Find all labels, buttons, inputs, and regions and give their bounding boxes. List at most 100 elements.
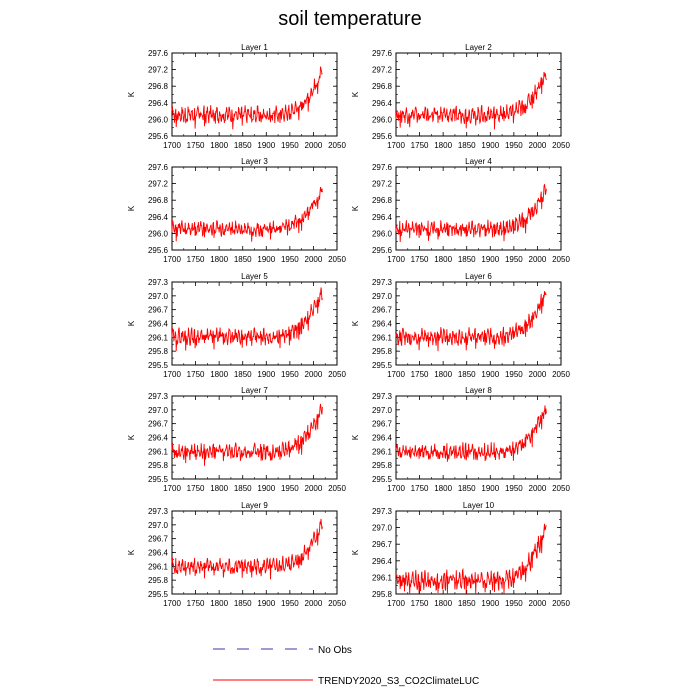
y-tick-label: 296.4 xyxy=(148,320,169,329)
x-tick-label: 2050 xyxy=(328,599,346,608)
x-tick-label: 1850 xyxy=(458,484,476,493)
panel-2: Layer 2 297.6 297.2 296.8 296.4 296.0 295.6170… xyxy=(351,43,570,150)
y-tick-label: 296.4 xyxy=(372,434,393,443)
y-tick-label: 296.8 xyxy=(148,196,169,205)
y-tick-label: 296.4 xyxy=(148,434,169,443)
x-tick-label: 1800 xyxy=(210,599,228,608)
y-tick-label: 296.7 xyxy=(148,306,169,315)
x-tick-label: 2000 xyxy=(305,599,323,608)
y-tick-label: 296.8 xyxy=(372,196,393,205)
panel-10: Layer 10297.3297.0296.7296.4296.1295.817… xyxy=(351,501,570,608)
y-tick-label: 297.2 xyxy=(148,66,169,75)
x-tick-label: 1900 xyxy=(481,599,499,608)
x-tick-label: 1850 xyxy=(234,255,252,264)
y-tick-label: 296.4 xyxy=(148,549,169,558)
x-tick-label: 2050 xyxy=(552,370,570,379)
panel-title: Layer 3 xyxy=(241,157,268,166)
y-tick-label: 297.3 xyxy=(372,392,393,401)
panel-6: Layer 6 297.3 297.0 296.7 296.4 296.1 295.8 295… xyxy=(351,272,570,379)
y-tick-label: 296.4 xyxy=(372,99,393,108)
x-tick-label: 1950 xyxy=(281,370,299,379)
y-tick-label: 296.4 xyxy=(372,320,393,329)
model-series-line xyxy=(395,405,547,462)
x-tick-label: 1800 xyxy=(434,370,452,379)
x-tick-label: 1950 xyxy=(281,484,299,493)
y-tick-label: 295.6 xyxy=(148,132,169,141)
y-tick-label: 296.1 xyxy=(372,333,393,342)
x-tick-label: 2050 xyxy=(328,255,346,264)
x-tick-label: 1750 xyxy=(411,141,429,150)
y-tick-label: 297.0 xyxy=(372,524,393,533)
y-tick-label: 295.5 xyxy=(372,475,393,484)
plot-frame xyxy=(395,395,562,480)
x-tick-label: 2000 xyxy=(529,141,547,150)
x-tick-label: 2000 xyxy=(305,141,323,150)
panel-title: Layer 7 xyxy=(241,386,268,395)
y-axis-label: K xyxy=(127,549,136,555)
y-tick-label: 297.2 xyxy=(148,180,169,189)
y-tick-label: 297.0 xyxy=(148,292,169,301)
x-tick-label: 1850 xyxy=(458,370,476,379)
x-tick-label: 1900 xyxy=(481,255,499,264)
y-tick-label: 295.8 xyxy=(148,576,169,585)
x-tick-label: 2000 xyxy=(305,370,323,379)
x-tick-label: 1850 xyxy=(234,370,252,379)
x-tick-label: 1900 xyxy=(257,141,275,150)
plot-frame xyxy=(171,281,338,366)
y-tick-label: 297.3 xyxy=(148,278,169,287)
x-tick-label: 2000 xyxy=(529,255,547,264)
x-tick-label: 2050 xyxy=(552,255,570,264)
x-tick-label: 1750 xyxy=(187,370,205,379)
y-tick-label: 295.5 xyxy=(148,590,169,599)
x-tick-label: 1800 xyxy=(434,141,452,150)
y-tick-label: 297.6 xyxy=(372,163,393,172)
x-tick-label: 1900 xyxy=(257,599,275,608)
model-series-line xyxy=(395,184,547,243)
x-tick-label: 1700 xyxy=(163,599,181,608)
y-tick-label: 297.3 xyxy=(148,507,169,516)
x-tick-label: 1800 xyxy=(434,599,452,608)
y-axis-label: K xyxy=(127,320,136,326)
x-tick-label: 1850 xyxy=(234,141,252,150)
x-tick-label: 1750 xyxy=(411,599,429,608)
x-tick-label: 1850 xyxy=(458,255,476,264)
y-tick-label: 297.0 xyxy=(372,292,393,301)
y-tick-label: 295.5 xyxy=(372,361,393,370)
x-tick-label: 2000 xyxy=(305,255,323,264)
panel-7: Layer 7 297.3 297.0 296.7 296.4 296.1 295.8 295… xyxy=(127,386,346,493)
panel-title: Layer 6 xyxy=(465,272,492,281)
x-tick-label: 1950 xyxy=(505,484,523,493)
x-tick-label: 1800 xyxy=(210,484,228,493)
y-tick-label: 295.8 xyxy=(148,347,169,356)
panel-title: Layer 2 xyxy=(465,43,492,52)
panel-title: Layer 1 xyxy=(241,43,268,52)
y-tick-label: 297.6 xyxy=(148,49,169,58)
plot-frame xyxy=(171,395,338,480)
x-tick-label: 2050 xyxy=(552,484,570,493)
x-tick-label: 1900 xyxy=(257,255,275,264)
panel-title: Layer 5 xyxy=(241,272,268,281)
x-tick-label: 1950 xyxy=(505,599,523,608)
y-tick-label: 297.2 xyxy=(372,66,393,75)
panel-4: Layer 4 297.6 297.2 296.8 296.4 296.0 295.6170… xyxy=(351,157,570,264)
y-tick-label: 297.3 xyxy=(148,392,169,401)
x-tick-label: 1700 xyxy=(387,599,405,608)
y-tick-label: 296.1 xyxy=(148,447,169,456)
legend: No Obs TRENDY2020_S3_CO2ClimateLUC xyxy=(213,645,479,687)
y-tick-label: 296.0 xyxy=(148,115,169,124)
panel-8: Layer 8 297.3 297.0 296.7 296.4 296.1 295.8 295… xyxy=(351,386,570,493)
panel-title: Layer 9 xyxy=(241,501,268,510)
x-tick-label: 1700 xyxy=(387,370,405,379)
x-tick-label: 1850 xyxy=(234,484,252,493)
x-tick-label: 1700 xyxy=(387,255,405,264)
panel-1: Layer 1 297.6 297.2 296.8 296.4 296.0 295.6170… xyxy=(127,43,346,150)
y-tick-label: 296.1 xyxy=(148,562,169,571)
x-tick-label: 1750 xyxy=(187,255,205,264)
y-tick-label: 295.8 xyxy=(148,461,169,470)
y-tick-label: 295.8 xyxy=(372,590,393,599)
y-axis-label: K xyxy=(351,91,360,97)
y-tick-label: 296.1 xyxy=(372,573,393,582)
y-tick-label: 297.3 xyxy=(372,278,393,287)
x-tick-label: 1900 xyxy=(481,484,499,493)
